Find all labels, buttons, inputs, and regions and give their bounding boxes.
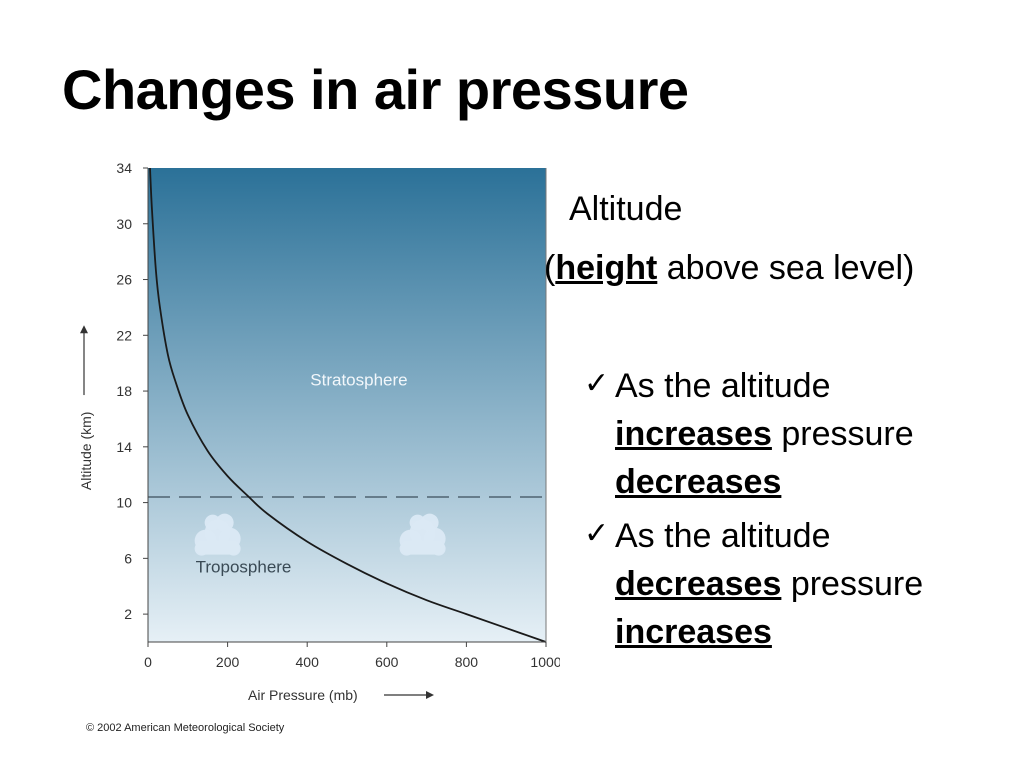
y-tick-label: 18 bbox=[116, 383, 132, 399]
bullet-keyword: increases bbox=[615, 415, 772, 453]
y-axis-arrowhead bbox=[80, 325, 88, 334]
y-axis-title: Altitude (km) bbox=[78, 412, 94, 491]
subtitle-keyword: height bbox=[555, 249, 658, 287]
y-tick-label: 10 bbox=[116, 495, 132, 511]
bullet-middle: pressure bbox=[781, 565, 924, 603]
x-axis-title: Air Pressure (mb) bbox=[248, 687, 358, 703]
bullet-prefix: As the altitude bbox=[615, 367, 831, 405]
bullet-keyword: decreases bbox=[615, 463, 782, 501]
y-tick-label: 2 bbox=[124, 606, 132, 622]
y-tick-label: 26 bbox=[116, 272, 132, 288]
y-tick-label: 30 bbox=[116, 216, 132, 232]
bullet-middle: pressure bbox=[771, 415, 914, 453]
x-tick-label: 200 bbox=[216, 654, 240, 670]
bullet-prefix: As the altitude bbox=[615, 517, 831, 555]
bullet-keyword: decreases bbox=[615, 565, 782, 603]
x-tick-label: 800 bbox=[455, 654, 479, 670]
series-line bbox=[149, 167, 547, 643]
y-tick-label: 6 bbox=[124, 550, 132, 566]
x-tick-label: 400 bbox=[296, 654, 320, 670]
check-icon: ✓ bbox=[584, 367, 610, 400]
region-label: Stratosphere bbox=[310, 370, 407, 389]
subtitle-altitude: Altitude bbox=[569, 190, 683, 228]
region-label: Troposphere bbox=[196, 557, 292, 576]
bullet-item: ✓ As the altitude increases pressure decrea… bbox=[584, 362, 1004, 506]
x-tick-label: 1000 bbox=[530, 654, 560, 670]
y-tick-label: 22 bbox=[116, 327, 132, 343]
bullet-list: ✓ As the altitude increases pressure decrea… bbox=[584, 362, 1004, 662]
subtitle-definition: (height above sea level) bbox=[544, 249, 914, 288]
y-tick-label: 34 bbox=[116, 160, 132, 176]
x-tick-label: 0 bbox=[144, 654, 152, 670]
cloud-icon bbox=[399, 513, 446, 556]
x-axis-arrowhead bbox=[426, 691, 434, 699]
copyright-text: © 2002 American Meteorological Society bbox=[86, 722, 285, 734]
x-tick-label: 600 bbox=[375, 654, 399, 670]
y-tick-label: 14 bbox=[116, 439, 132, 455]
cloud-icon bbox=[194, 513, 241, 556]
bullet-keyword: increases bbox=[615, 613, 772, 651]
page-title: Changes in air pressure bbox=[62, 58, 689, 121]
bullet-item: ✓ As the altitude decreases pressure increa… bbox=[584, 512, 1004, 656]
subtitle-open-paren: ( bbox=[544, 249, 556, 287]
subtitle-rest: above sea level) bbox=[657, 249, 915, 287]
check-icon: ✓ bbox=[584, 517, 610, 550]
